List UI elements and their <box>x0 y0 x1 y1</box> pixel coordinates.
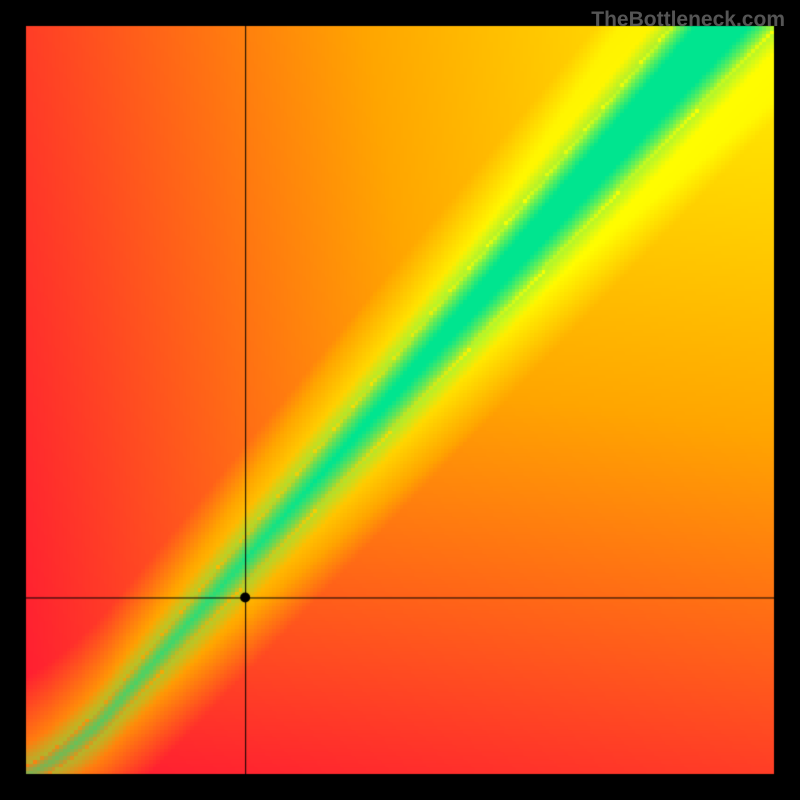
bottleneck-heatmap <box>0 0 800 800</box>
chart-container: TheBottleneck.com <box>0 0 800 800</box>
watermark-label: TheBottleneck.com <box>591 8 785 32</box>
